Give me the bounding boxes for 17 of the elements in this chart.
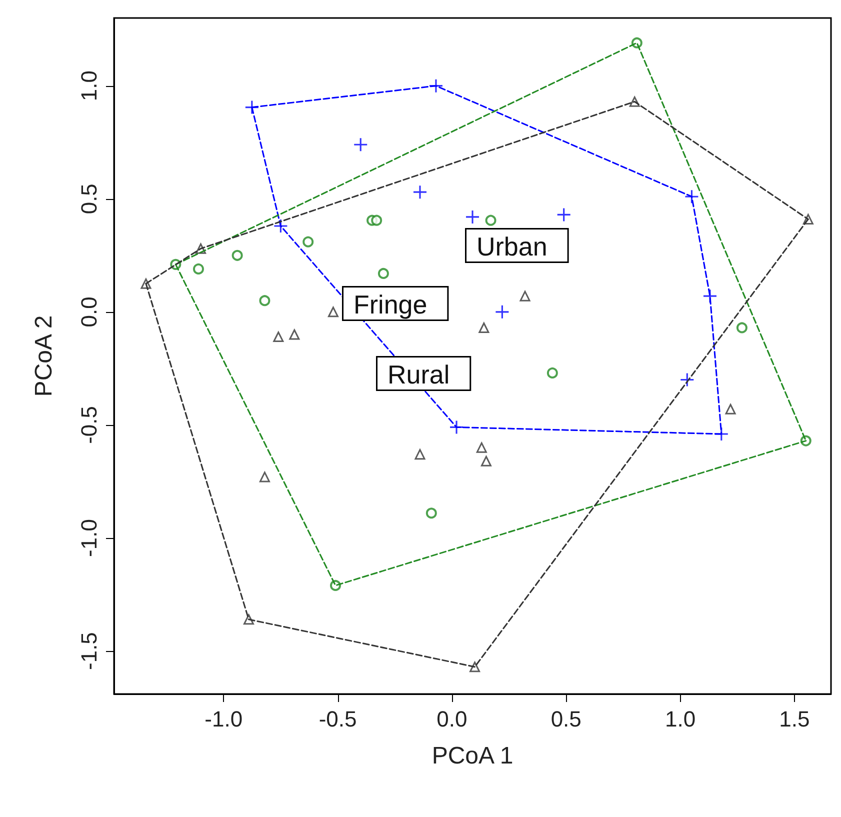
annotation: Fringe <box>354 290 428 320</box>
x-tick-label: 0.0 <box>436 706 468 732</box>
annotation: Rural <box>388 360 450 390</box>
y-tick-label: -1.0 <box>76 519 102 557</box>
y-tick-label: 1.0 <box>76 70 102 102</box>
y-axis-title: PCoA 2 <box>30 315 58 397</box>
y-tick-label: 0.0 <box>76 296 102 328</box>
x-tick-label: 1.5 <box>779 706 810 732</box>
x-axis-title: PCoA 1 <box>432 742 514 770</box>
x-tick-label: -1.0 <box>204 706 243 732</box>
x-tick-label: 0.5 <box>550 706 582 732</box>
y-tick-label: -1.5 <box>76 632 102 670</box>
annotation: Urban <box>476 232 548 262</box>
y-tick-label: -0.5 <box>76 406 102 444</box>
x-tick-label: -0.5 <box>318 706 357 732</box>
y-tick-label: 0.5 <box>76 184 102 214</box>
x-tick-label: 1.0 <box>664 706 696 732</box>
